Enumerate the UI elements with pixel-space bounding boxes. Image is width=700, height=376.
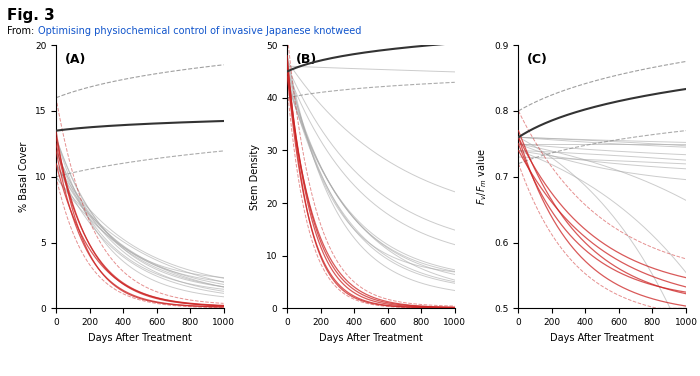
- Text: (C): (C): [527, 53, 547, 66]
- Text: (B): (B): [295, 53, 317, 66]
- X-axis label: Days After Treatment: Days After Treatment: [88, 333, 192, 343]
- Y-axis label: $F_v / F_m$ value: $F_v / F_m$ value: [475, 148, 489, 205]
- Text: From:: From:: [7, 26, 37, 36]
- Y-axis label: Stem Density: Stem Density: [251, 144, 260, 210]
- Y-axis label: % Basal Cover: % Basal Cover: [19, 141, 29, 212]
- Text: Fig. 3: Fig. 3: [7, 8, 55, 23]
- X-axis label: Days After Treatment: Days After Treatment: [550, 333, 654, 343]
- Text: (A): (A): [64, 53, 86, 66]
- X-axis label: Days After Treatment: Days After Treatment: [319, 333, 423, 343]
- Text: Optimising physiochemical control of invasive Japanese knotweed: Optimising physiochemical control of inv…: [38, 26, 362, 36]
